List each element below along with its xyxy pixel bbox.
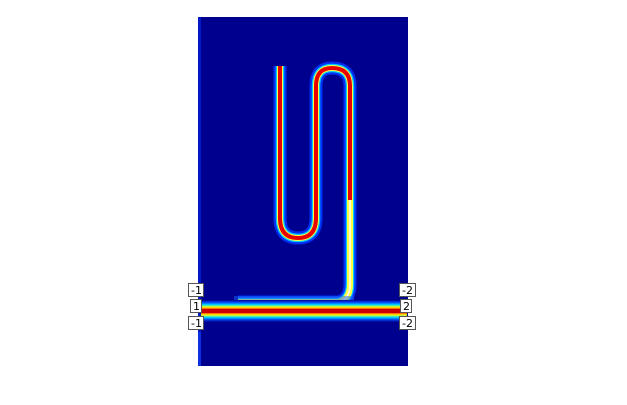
port-label-left-mid: 1 [190,299,202,313]
port-label-left-top: -1 [188,283,204,297]
bus-waveguide [201,300,407,322]
port-label-right-bottom: -2 [399,316,416,330]
port-label-right-top: -2 [399,283,416,297]
port-label-left-bottom: -1 [188,316,204,330]
domain-edge-left [198,17,201,366]
coupling-haze [234,296,354,302]
serpentine-waveguide [238,61,357,309]
port-label-right-mid: 2 [400,299,412,313]
domain-edge-artifact [198,332,201,366]
